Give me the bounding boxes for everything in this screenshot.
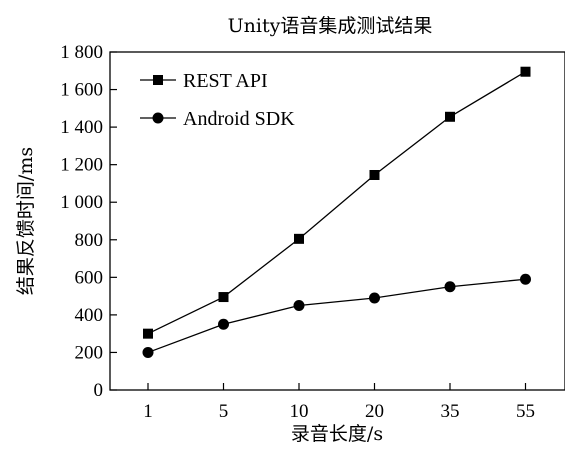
data-point [218,318,229,330]
data-point [444,281,456,293]
legend: REST API Android SDK [140,70,295,130]
series-line [147,278,526,354]
legend-item: Android SDK [140,108,295,130]
x-tick-label: 10 [290,401,309,422]
data-point [142,346,154,358]
legend-label: REST API [183,70,268,92]
x-axis-label: 录音长度/s [291,423,383,445]
legend-item: REST API [140,70,268,92]
y-tick-label: 1 800 [60,42,103,63]
y-tick-label: 400 [75,305,104,326]
series-circle [142,273,531,358]
data-point [369,169,380,180]
data-point [445,111,455,122]
plot-frame [109,51,565,391]
data-point [293,300,305,311]
data-point [294,233,304,244]
legend-marker [153,75,163,85]
data-point [143,328,153,339]
x-tick-label: 35 [441,401,460,422]
data-point [369,292,380,304]
series-square [143,66,531,339]
y-tick-label: 1 400 [60,117,103,138]
y-tick-label: 200 [75,342,104,363]
series-layer [142,66,531,358]
y-tick-label: 600 [75,267,104,288]
data-point [520,66,531,77]
x-tick-label: 1 [143,401,153,422]
y-axis-label: 结果反馈时间/ms [15,147,37,295]
y-tick-label: 1 600 [60,80,103,101]
series-line [147,71,526,335]
x-axis: 1 5 10 20 35 55 [143,383,535,422]
data-point [218,292,229,303]
y-tick-label: 800 [75,230,104,251]
x-tick-label: 20 [365,401,384,422]
legend-marker [152,112,164,124]
y-axis: 0 200 400 600 800 1 000 1 200 1 400 1 600 1 800 [60,42,117,401]
y-tick-label: 0 [94,380,104,401]
chart-title: Unity语音集成测试结果 [228,15,433,37]
x-tick-label: 5 [219,401,229,422]
y-tick-label: 1 200 [60,155,103,176]
x-tick-label: 55 [516,401,535,422]
legend-label: Android SDK [183,108,295,130]
data-point [520,273,531,285]
y-tick-label: 1 000 [60,192,103,213]
